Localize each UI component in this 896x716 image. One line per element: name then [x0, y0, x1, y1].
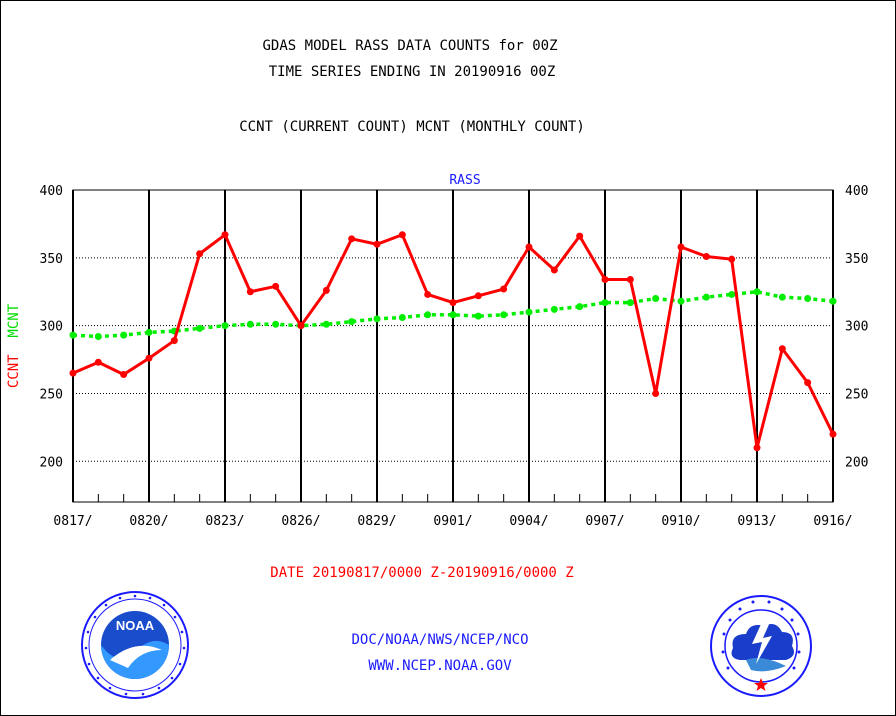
- x-tick-label: 0904/: [509, 514, 548, 529]
- x-tick-label: 0913/: [737, 514, 776, 529]
- x-tick-label: 0826/: [281, 514, 320, 529]
- data-point-ccnt: [120, 370, 128, 378]
- data-point-ccnt: [702, 252, 710, 260]
- data-point-ccnt: [94, 358, 102, 366]
- x-tick-label: 0916/: [813, 514, 852, 529]
- data-point-ccnt: [804, 379, 812, 387]
- data-point-ccnt: [626, 276, 634, 284]
- x-tick-label: 0910/: [661, 514, 700, 529]
- data-point-mcnt: [94, 333, 102, 341]
- data-point-mcnt: [424, 311, 432, 319]
- data-point-mcnt: [677, 297, 685, 305]
- chart-title-line1: GDAS MODEL RASS DATA COUNTS for 00Z: [262, 38, 558, 54]
- data-point-mcnt: [652, 295, 660, 303]
- data-point-mcnt: [196, 324, 204, 332]
- y-tick-label-left: 400: [40, 184, 63, 199]
- data-point-mcnt: [500, 311, 508, 319]
- data-point-mcnt: [753, 288, 761, 296]
- data-point-mcnt: [322, 320, 330, 328]
- data-point-ccnt: [652, 389, 660, 397]
- data-point-mcnt: [120, 331, 128, 339]
- data-point-mcnt: [778, 293, 786, 301]
- nws-logo-icon: [710, 595, 812, 697]
- data-point-ccnt: [297, 322, 305, 330]
- data-point-ccnt: [728, 255, 736, 263]
- data-point-ccnt: [474, 292, 482, 300]
- data-point-ccnt: [373, 240, 381, 248]
- chart-subtitle: CCNT (CURRENT COUNT) MCNT (MONTHLY COUNT…: [239, 119, 585, 135]
- x-tick-label: 0829/: [357, 514, 396, 529]
- data-point-mcnt: [348, 318, 356, 326]
- org-line: DOC/NOAA/NWS/NCEP/NCO: [351, 632, 529, 648]
- data-point-mcnt: [576, 303, 584, 311]
- data-point-ccnt: [500, 285, 508, 293]
- data-point-mcnt: [626, 299, 634, 307]
- y-tick-label-left: 350: [40, 252, 63, 267]
- data-point-mcnt: [373, 315, 381, 323]
- y-tick-label-right: 350: [845, 252, 868, 267]
- data-point-mcnt: [550, 305, 558, 313]
- data-point-mcnt: [398, 314, 406, 322]
- y-tick-label-right: 400: [845, 184, 868, 199]
- data-point-mcnt: [272, 320, 280, 328]
- data-point-ccnt: [778, 345, 786, 353]
- x-tick-label: 0907/: [585, 514, 624, 529]
- data-point-mcnt: [702, 293, 710, 301]
- data-point-mcnt: [601, 299, 609, 307]
- data-point-ccnt: [601, 276, 609, 284]
- data-point-mcnt: [525, 308, 533, 316]
- y-tick-label-left: 200: [40, 455, 63, 470]
- data-point-ccnt: [398, 231, 406, 239]
- data-point-mcnt: [221, 322, 229, 330]
- data-point-ccnt: [196, 250, 204, 258]
- y-tick-label-right: 200: [845, 455, 868, 470]
- y-tick-label-left: 250: [40, 387, 63, 402]
- data-point-ccnt: [170, 337, 178, 345]
- data-point-mcnt: [804, 295, 812, 303]
- x-tick-label: 0823/: [205, 514, 244, 529]
- chart-title: RASS: [449, 173, 480, 188]
- url-line: WWW.NCEP.NOAA.GOV: [368, 658, 512, 674]
- data-point-mcnt: [145, 328, 153, 336]
- x-tick-label: 0817/: [53, 514, 92, 529]
- y-tick-label-right: 250: [845, 387, 868, 402]
- data-point-ccnt: [550, 266, 558, 274]
- data-point-mcnt: [829, 297, 837, 305]
- data-point-ccnt: [576, 232, 584, 240]
- date-range: DATE 20190817/0000 Z-20190916/0000 Z: [270, 565, 574, 581]
- data-point-ccnt: [525, 243, 533, 251]
- data-point-mcnt: [246, 320, 254, 328]
- data-point-ccnt: [145, 354, 153, 362]
- data-point-ccnt: [449, 299, 457, 307]
- y-tick-label-left: 300: [40, 320, 63, 335]
- data-point-ccnt: [246, 288, 254, 296]
- x-tick-label: 0820/: [129, 514, 168, 529]
- y-tick-label-right: 300: [845, 320, 868, 335]
- noaa-logo-text: NOAA: [116, 618, 155, 633]
- data-point-mcnt: [474, 312, 482, 320]
- data-point-ccnt: [829, 430, 837, 438]
- data-point-ccnt: [753, 444, 761, 452]
- data-point-ccnt: [348, 235, 356, 243]
- data-point-ccnt: [221, 231, 229, 239]
- data-point-mcnt: [69, 331, 77, 339]
- data-point-mcnt: [728, 290, 736, 298]
- data-point-ccnt: [69, 369, 77, 377]
- data-point-mcnt: [449, 311, 457, 319]
- x-tick-label: 0901/: [433, 514, 472, 529]
- chart-title-line2: TIME SERIES ENDING IN 20190916 00Z: [268, 64, 556, 80]
- data-point-ccnt: [424, 290, 432, 298]
- data-point-ccnt: [272, 282, 280, 290]
- data-point-ccnt: [677, 243, 685, 251]
- noaa-logo-icon: NOAA: [81, 591, 189, 699]
- data-point-ccnt: [322, 286, 330, 294]
